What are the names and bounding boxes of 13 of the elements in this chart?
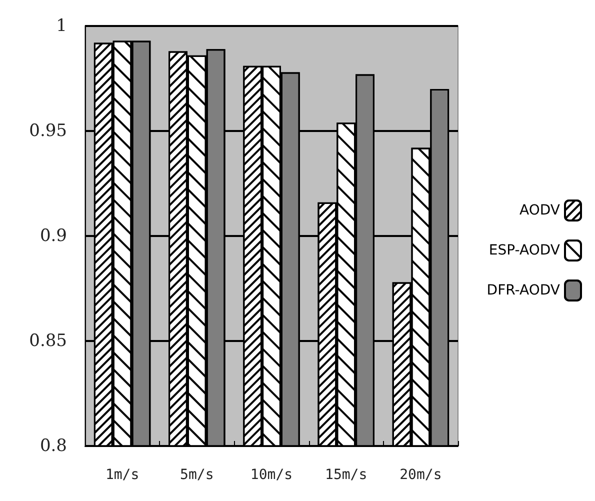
x-tick-label: 10m/s <box>250 467 293 483</box>
x-tick-label: 5m/s <box>180 467 214 483</box>
y-tick-label: 0.8 <box>40 436 67 456</box>
y-tick-label: 0.95 <box>29 121 67 141</box>
y-tick-label: 0.85 <box>29 331 67 351</box>
x-tick-label: 1m/s <box>105 467 140 483</box>
y-tick-label: 1 <box>56 16 67 36</box>
legend-label: AODV <box>520 202 560 218</box>
legend-label: ESP-AODV <box>488 242 560 258</box>
legend-label: DFR-AODV <box>486 282 560 298</box>
x-tick-label: 15m/s <box>325 467 368 483</box>
y-tick-label: 0.9 <box>40 226 67 246</box>
x-tick-label: 20m/s <box>400 467 442 483</box>
